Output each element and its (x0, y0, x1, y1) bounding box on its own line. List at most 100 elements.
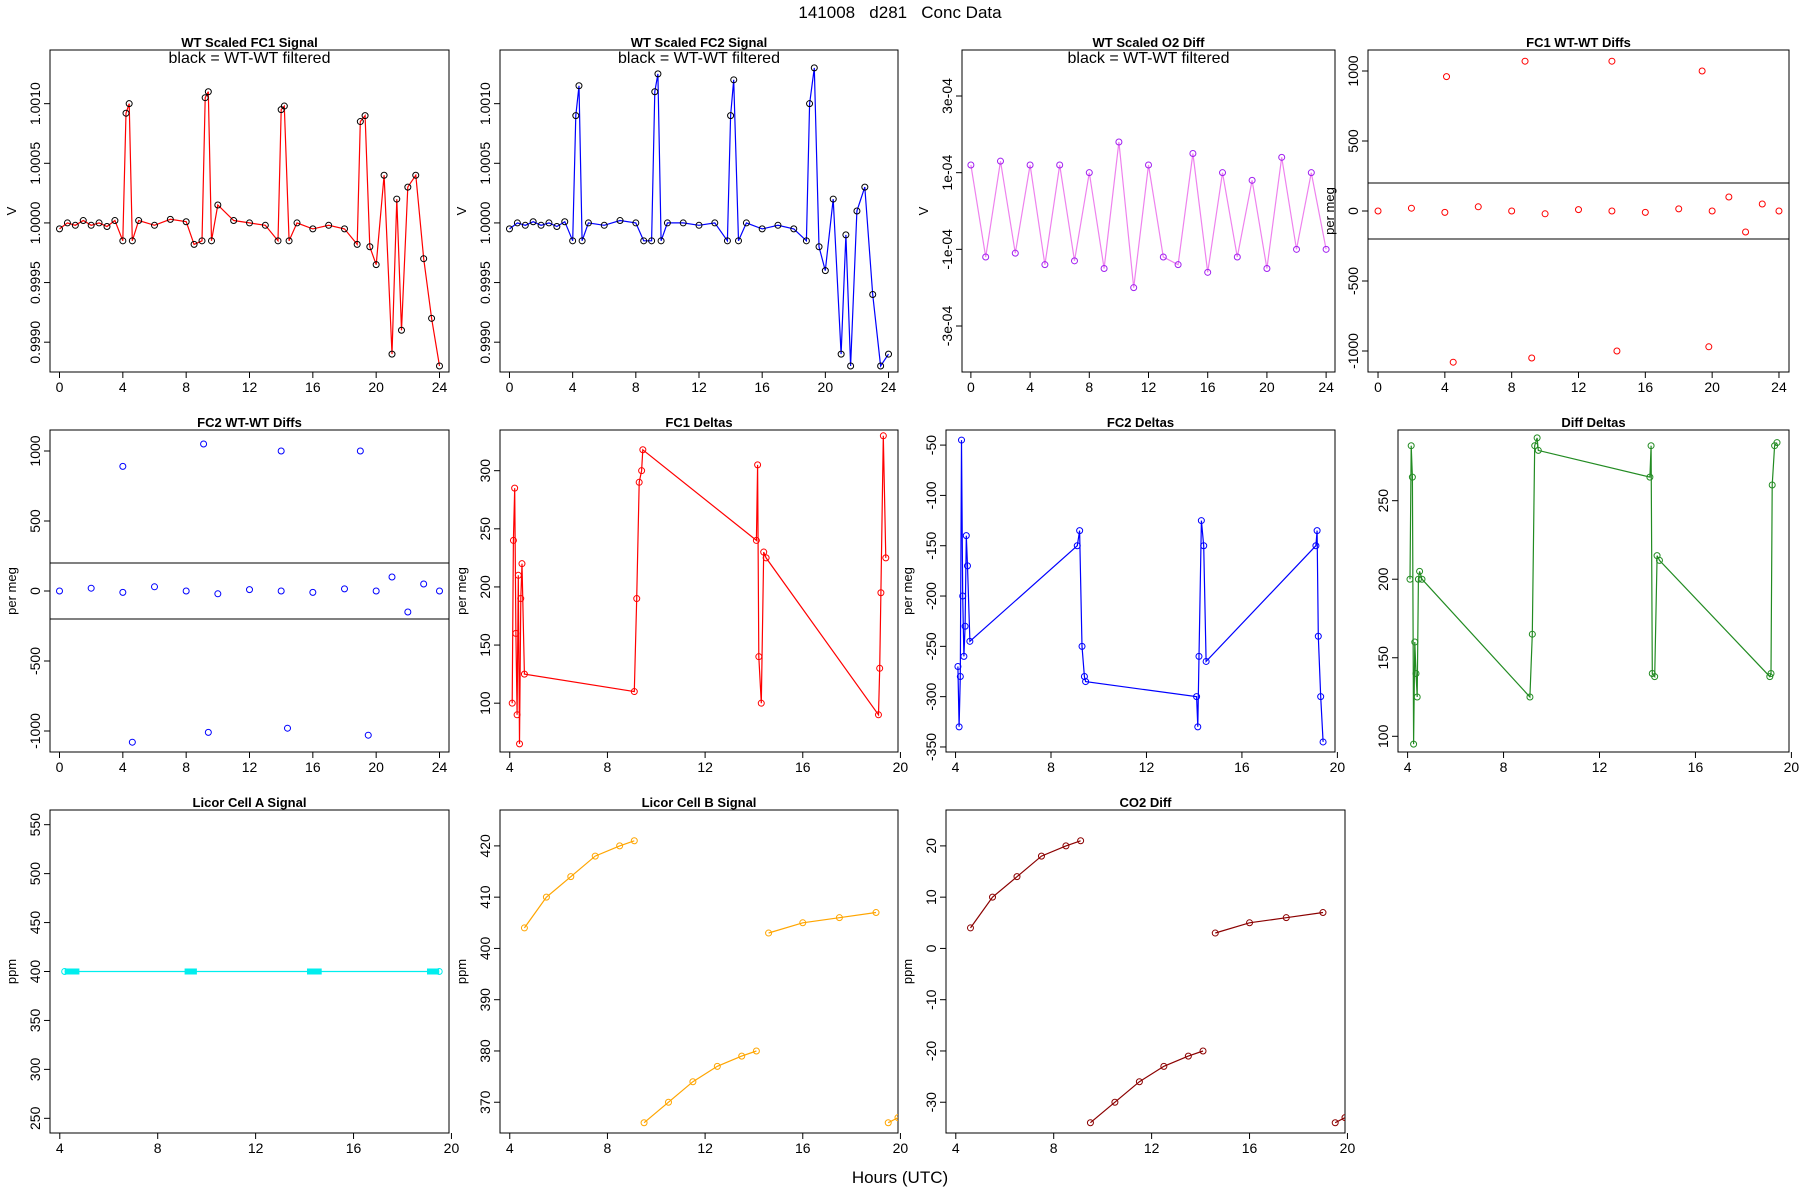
plot-frame (945, 429, 1336, 753)
data-point (815, 243, 823, 251)
data-point (293, 219, 301, 227)
data-point (1651, 673, 1659, 681)
data-point (956, 673, 964, 681)
data-point (1526, 693, 1534, 701)
outlier-point (277, 447, 285, 455)
x-tick-label: 20 (1330, 759, 1346, 775)
y-tick-label: 1000 (27, 435, 43, 466)
data-point (885, 350, 893, 358)
data-point (810, 64, 818, 72)
outlier-point (1528, 354, 1536, 362)
data-point (412, 171, 420, 179)
data-point (1076, 527, 1084, 535)
chart-title: Licor Cell B Signal (642, 795, 757, 810)
y-tick-label: 10 (923, 889, 939, 905)
data-point (877, 589, 885, 597)
data-point (1766, 673, 1774, 681)
data-point (420, 255, 428, 263)
data-point (1026, 161, 1034, 169)
data-point (119, 237, 127, 245)
x-tick-label: 4 (506, 759, 514, 775)
chart-co2-diff: CO2 Diff 4 8 12 16 20 -30 -20 -10 0 10 20 ppm (900, 795, 1355, 1156)
data-point (960, 652, 968, 660)
x-tick-label: 24 (1318, 379, 1334, 395)
x-tick-label: 16 (1638, 379, 1654, 395)
data-point (1056, 161, 1064, 169)
y-tick-label: 380 (477, 1039, 493, 1063)
y-axis-label: per meg (1322, 187, 1337, 235)
outlier-point (200, 440, 208, 448)
y-tick-label: -1000 (1345, 333, 1361, 369)
data-point (1013, 873, 1021, 881)
data-point (1195, 652, 1203, 660)
x-tick-label: 24 (432, 379, 448, 395)
data-point (372, 261, 380, 269)
data-point (959, 592, 967, 600)
data-point (1408, 473, 1416, 481)
y-tick-label: 0 (1345, 207, 1361, 215)
series-line (643, 1050, 757, 1124)
y-tick-label: 20 (923, 838, 939, 854)
data-point (135, 217, 143, 225)
y-tick-label: -50 (923, 435, 939, 455)
data-point (214, 590, 222, 598)
data-point (1219, 169, 1227, 177)
data-point (872, 909, 880, 917)
data-point (1646, 473, 1654, 481)
x-tick-label: 12 (697, 1140, 713, 1156)
x-tick-label: 8 (154, 1140, 162, 1156)
data-point (1768, 481, 1776, 489)
data-point (723, 237, 731, 245)
y-tick-label: 250 (477, 517, 493, 541)
y-tick-label: 150 (477, 633, 493, 657)
data-point (894, 1114, 898, 1122)
y-tick-label: -1000 (27, 713, 43, 749)
x-tick-label: 12 (1139, 759, 1155, 775)
data-point (561, 218, 569, 226)
data-point (1725, 193, 1733, 201)
plot-frame (49, 429, 450, 753)
data-point (63, 219, 71, 227)
data-point (1282, 914, 1290, 922)
data-point (309, 225, 317, 233)
data-point (1086, 1119, 1094, 1127)
x-tick-label: 4 (506, 1140, 514, 1156)
data-point (1080, 673, 1088, 681)
y-tick-label: 300 (477, 459, 493, 483)
y-tick-label: 500 (27, 509, 43, 533)
data-point (1211, 929, 1219, 937)
y-tick-label: 300 (27, 1057, 43, 1081)
y-tick-label: -3e-04 (939, 306, 955, 347)
data-point (1641, 208, 1649, 216)
data-point (182, 587, 190, 595)
y-tick-label: -350 (923, 733, 939, 761)
outlier-point (1521, 57, 1529, 65)
data-point (967, 161, 975, 169)
chart-title: FC2 WT-WT Diffs (197, 415, 302, 430)
plot-area (520, 837, 898, 1127)
series-line (1215, 911, 1324, 934)
x-tick-label: 4 (119, 379, 127, 395)
data-point (353, 240, 361, 248)
data-point (95, 219, 103, 227)
data-point (436, 362, 443, 370)
series-line (1334, 1117, 1345, 1124)
plot-area (50, 440, 449, 746)
x-tick-label: 24 (432, 759, 448, 775)
data-point (1534, 446, 1542, 454)
data-point (1541, 210, 1549, 218)
data-point (261, 221, 269, 229)
data-point (1204, 268, 1212, 276)
x-tick-label: 16 (346, 1140, 362, 1156)
series-line (511, 435, 887, 744)
outlier-point (364, 731, 372, 739)
plot-frame (961, 49, 1336, 373)
x-tick-label: 12 (697, 759, 713, 775)
series-line (1090, 1050, 1204, 1124)
y-axis-label: ppm (4, 959, 19, 984)
data-point (151, 583, 158, 591)
plot-area (61, 968, 443, 975)
outlier-point (128, 738, 136, 746)
data-point (428, 314, 436, 322)
